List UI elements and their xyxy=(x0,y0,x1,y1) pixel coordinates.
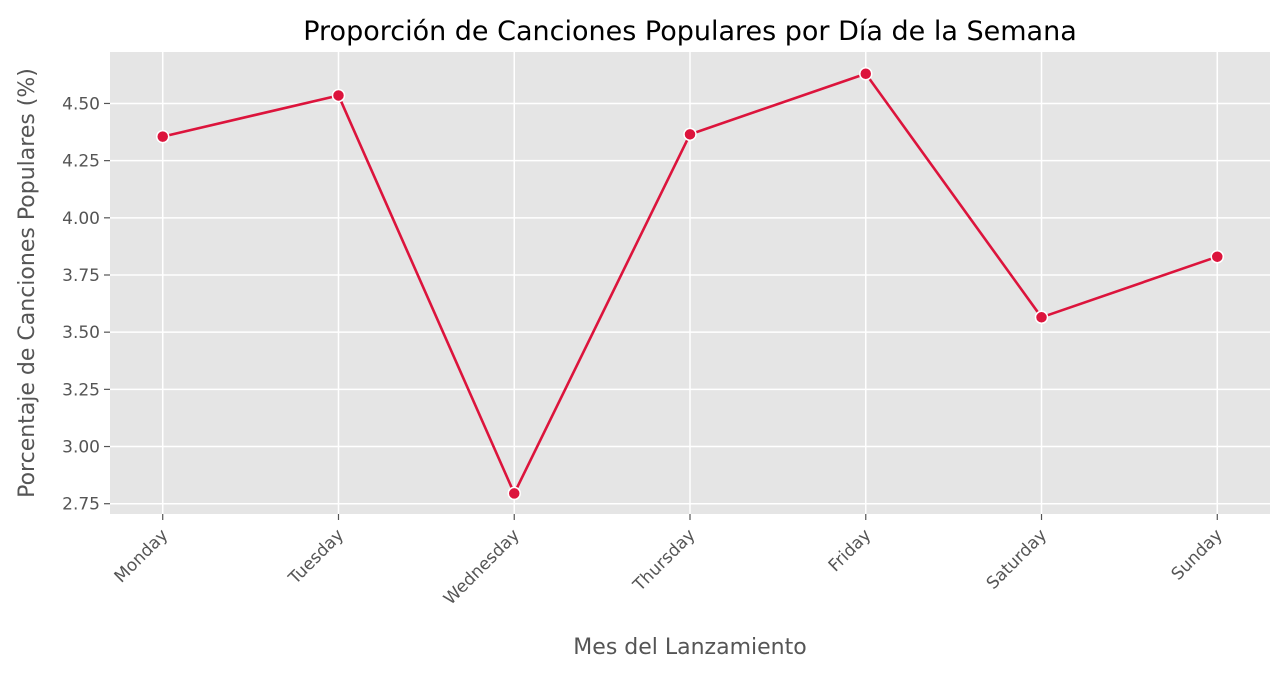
data-point-friday[interactable] xyxy=(859,66,873,81)
data-point-monday[interactable] xyxy=(155,129,170,144)
y-tick-label: 3.25 xyxy=(62,380,100,400)
x-tick-label: Saturday xyxy=(983,525,1051,593)
x-tick-label: Friday xyxy=(825,525,876,576)
x-tick-label: Wednesday xyxy=(440,525,524,609)
x-tick-label: Monday xyxy=(111,525,173,587)
data-point-tuesday[interactable] xyxy=(331,88,346,103)
y-tick-label: 2.75 xyxy=(62,495,100,515)
data-point-saturday[interactable] xyxy=(1034,310,1049,325)
y-tick-label: 4.50 xyxy=(62,94,100,114)
series-layer xyxy=(155,66,1225,501)
data-point-wednesday[interactable] xyxy=(507,486,521,501)
x-axis-label: Mes del Lanzamiento xyxy=(573,635,806,660)
x-tick-label: Tuesday xyxy=(284,525,348,589)
y-tick-label: 4.25 xyxy=(62,152,100,172)
x-tick-label: Thursday xyxy=(629,525,700,596)
y-tick-label: 3.50 xyxy=(62,323,100,343)
y-tick-label: 3.75 xyxy=(62,266,100,286)
data-point-sunday[interactable] xyxy=(1210,249,1225,264)
y-tick-label: 3.00 xyxy=(62,438,100,458)
y-axis-label: Porcentaje de Canciones Populares (%) xyxy=(15,68,40,498)
data-point-thursday[interactable] xyxy=(683,127,697,142)
chart-title: Proporción de Canciones Populares por Dí… xyxy=(303,16,1077,47)
x-tick-label: Sunday xyxy=(1168,525,1227,584)
x-axis-ticks: Monday Tuesday Wednesday Thursday Friday Satu… xyxy=(111,514,1227,609)
y-axis-ticks: 2.75 3.00 3.25 3.50 3.75 4.00 4.25 4.50 xyxy=(62,94,110,515)
y-tick-label: 4.00 xyxy=(62,209,100,229)
